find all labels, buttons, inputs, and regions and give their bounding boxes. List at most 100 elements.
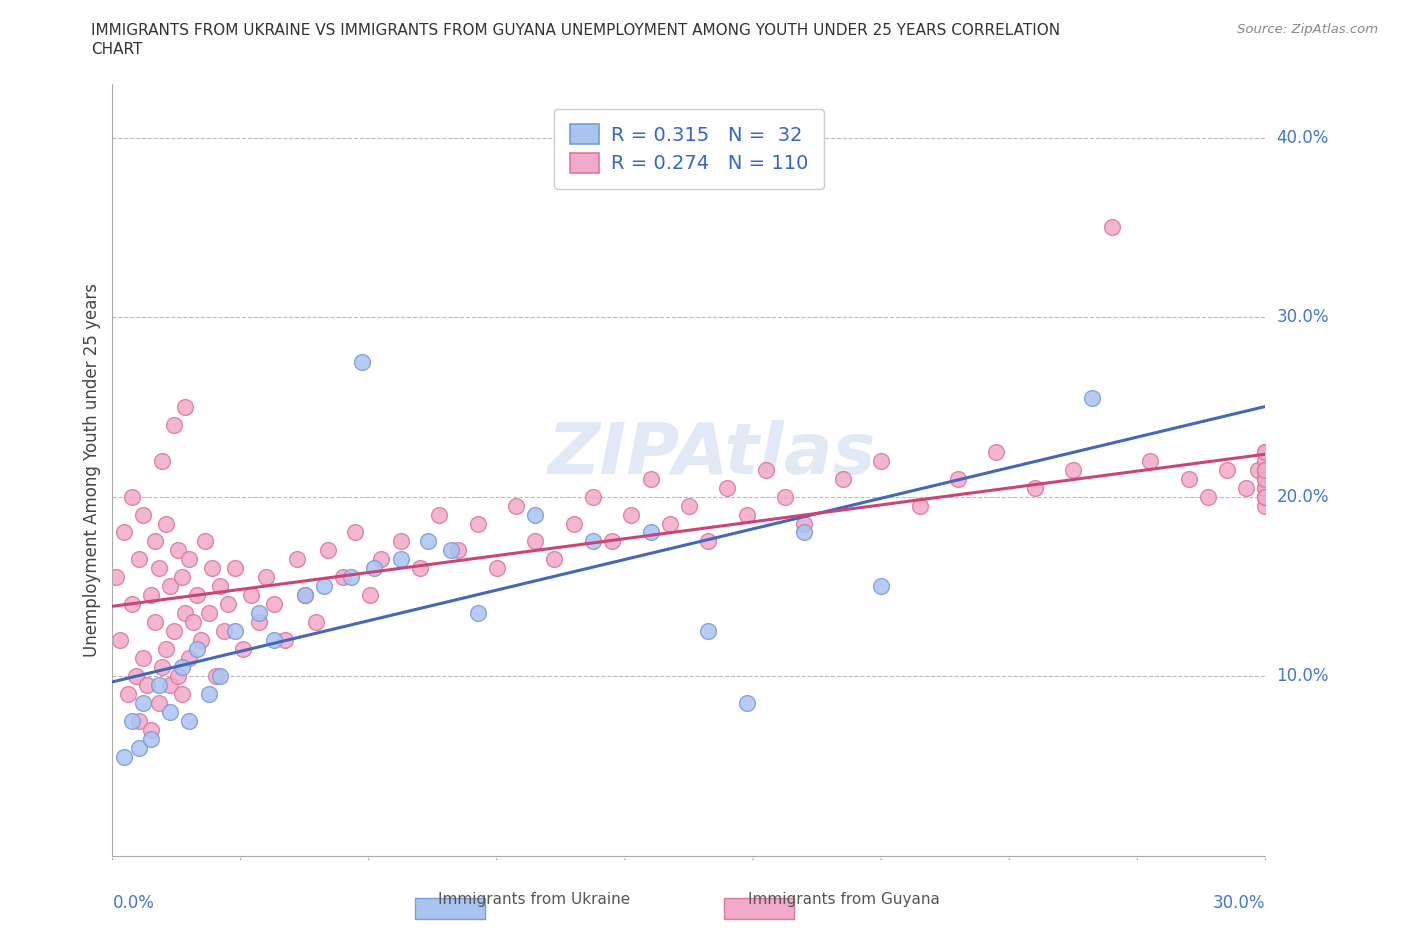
Point: [224, 561, 246, 576]
Legend: R = 0.315   N =  32, R = 0.274   N = 110: R = 0.315 N = 32, R = 0.274 N = 110: [554, 109, 824, 189]
Point: [524, 507, 547, 522]
Text: 30.0%: 30.0%: [1277, 308, 1329, 326]
Point: [870, 453, 893, 468]
Point: [209, 669, 232, 684]
Point: [1254, 462, 1277, 477]
Point: [332, 570, 354, 585]
Point: [658, 516, 681, 531]
Point: [166, 543, 188, 558]
Point: [1024, 480, 1046, 495]
Point: [121, 489, 143, 504]
Point: [143, 615, 166, 630]
Point: [209, 578, 232, 593]
Point: [205, 669, 228, 684]
Point: [152, 453, 174, 468]
Point: [263, 597, 285, 612]
Point: [186, 642, 208, 657]
Point: [1254, 445, 1277, 459]
Point: [316, 543, 339, 558]
Point: [170, 659, 193, 674]
Point: [166, 669, 188, 684]
Point: [370, 552, 392, 567]
Point: [170, 570, 193, 585]
Point: [181, 615, 204, 630]
Point: [124, 669, 146, 684]
Point: [697, 534, 720, 549]
Point: [1139, 453, 1161, 468]
Text: IMMIGRANTS FROM UKRAINE VS IMMIGRANTS FROM GUYANA UNEMPLOYMENT AMONG YOUTH UNDER: IMMIGRANTS FROM UKRAINE VS IMMIGRANTS FR…: [91, 23, 1060, 38]
Point: [389, 552, 412, 567]
Point: [678, 498, 700, 513]
Point: [427, 507, 450, 522]
Point: [170, 686, 193, 701]
Text: ZIPAtlas: ZIPAtlas: [548, 419, 876, 488]
Point: [128, 552, 150, 567]
Point: [121, 713, 143, 728]
Point: [1254, 480, 1277, 495]
Point: [186, 588, 208, 603]
Point: [294, 588, 316, 603]
Point: [159, 578, 181, 593]
Point: [1254, 472, 1277, 486]
Point: [640, 525, 662, 540]
Point: [132, 651, 155, 666]
Point: [620, 507, 643, 522]
Point: [946, 472, 969, 486]
Point: [409, 561, 432, 576]
Point: [793, 525, 815, 540]
Point: [148, 696, 170, 711]
Point: [232, 642, 254, 657]
Point: [870, 578, 893, 593]
Point: [1216, 462, 1239, 477]
Point: [224, 624, 246, 639]
Point: [793, 516, 815, 531]
Point: [1254, 462, 1277, 477]
Point: [1197, 489, 1219, 504]
Point: [773, 489, 796, 504]
Point: [1234, 480, 1257, 495]
Text: Immigrants from Guyana: Immigrants from Guyana: [748, 892, 939, 907]
Point: [217, 597, 239, 612]
Text: 40.0%: 40.0%: [1277, 128, 1329, 147]
Point: [543, 552, 565, 567]
Point: [1254, 489, 1277, 504]
Point: [247, 605, 270, 620]
Point: [447, 543, 470, 558]
Point: [416, 534, 439, 549]
Point: [1254, 498, 1277, 513]
Point: [831, 472, 853, 486]
Point: [148, 678, 170, 693]
Point: [190, 632, 212, 647]
Point: [697, 624, 720, 639]
Y-axis label: Unemployment Among Youth under 25 years: Unemployment Among Youth under 25 years: [83, 283, 101, 657]
Point: [197, 686, 219, 701]
Point: [152, 659, 174, 674]
Point: [339, 570, 361, 585]
Point: [735, 507, 758, 522]
Text: 30.0%: 30.0%: [1213, 895, 1265, 912]
Point: [1177, 472, 1199, 486]
Point: [1254, 480, 1277, 495]
Point: [159, 678, 181, 693]
Point: [194, 534, 217, 549]
Point: [179, 651, 201, 666]
Point: [254, 570, 277, 585]
Point: [505, 498, 527, 513]
Point: [197, 605, 219, 620]
Point: [389, 534, 412, 549]
Point: [908, 498, 931, 513]
Point: [212, 624, 235, 639]
Text: CHART: CHART: [91, 42, 143, 57]
Point: [640, 472, 662, 486]
Point: [1254, 472, 1277, 486]
Point: [485, 561, 508, 576]
Point: [132, 507, 155, 522]
Point: [363, 561, 385, 576]
Point: [1081, 391, 1104, 405]
Point: [112, 750, 135, 764]
Text: 0.0%: 0.0%: [112, 895, 155, 912]
Point: [163, 624, 186, 639]
Point: [132, 696, 155, 711]
Point: [155, 516, 177, 531]
Point: [1254, 472, 1277, 486]
